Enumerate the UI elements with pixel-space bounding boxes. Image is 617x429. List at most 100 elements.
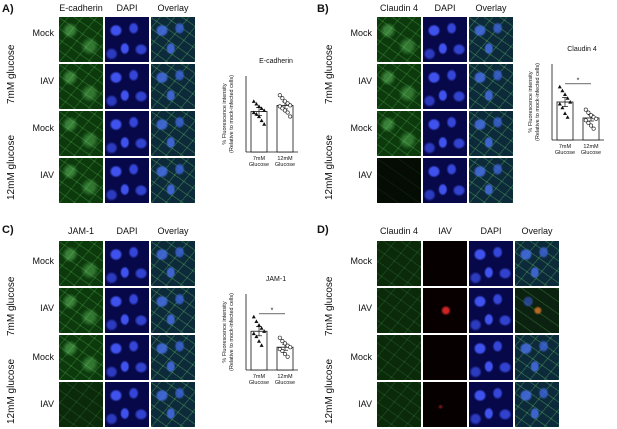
micrograph-tile bbox=[150, 381, 196, 428]
data-point bbox=[283, 352, 288, 357]
micrograph-tile bbox=[376, 334, 422, 381]
micrograph-tile bbox=[58, 16, 104, 63]
data-point bbox=[563, 92, 567, 96]
data-point bbox=[254, 334, 259, 339]
column-header: Overlay bbox=[157, 226, 189, 236]
data-point bbox=[589, 123, 594, 128]
micrograph-tile bbox=[422, 287, 468, 334]
data-point bbox=[262, 122, 267, 126]
micrograph-tile bbox=[422, 157, 468, 204]
column-header: E-cadherin bbox=[59, 3, 103, 13]
group-label: 12mM glucose bbox=[324, 358, 335, 424]
row-label: Mock bbox=[32, 256, 54, 266]
data-point bbox=[251, 314, 256, 319]
micrograph-tile bbox=[468, 287, 514, 334]
data-point bbox=[586, 120, 591, 125]
data-point bbox=[251, 110, 256, 115]
data-point bbox=[257, 104, 261, 108]
data-point bbox=[251, 99, 256, 103]
micrograph-tile bbox=[58, 287, 104, 334]
data-point bbox=[563, 111, 567, 115]
row-label: IAV bbox=[358, 76, 372, 86]
data-point bbox=[262, 108, 267, 113]
data-point bbox=[589, 113, 594, 118]
data-point bbox=[280, 96, 285, 101]
row-label: Mock bbox=[32, 28, 54, 38]
micrograph-tile bbox=[58, 334, 104, 381]
column-header: DAPI bbox=[480, 226, 502, 236]
x-tick-label: Glucose bbox=[581, 150, 601, 156]
data-point bbox=[591, 126, 596, 131]
column-header: DAPI bbox=[434, 3, 456, 13]
data-point bbox=[285, 110, 290, 115]
panel-letter: B) bbox=[317, 3, 329, 15]
column-header: Overlay bbox=[157, 3, 189, 13]
data-point bbox=[257, 114, 261, 119]
data-point bbox=[277, 93, 282, 98]
micrograph-tile bbox=[150, 63, 196, 110]
data-point bbox=[583, 118, 588, 123]
data-point bbox=[283, 108, 288, 113]
row-label: IAV bbox=[40, 170, 54, 180]
group-label: 7mM glucose bbox=[324, 44, 335, 104]
micrograph-tile bbox=[422, 16, 468, 63]
row-label: IAV bbox=[358, 303, 372, 313]
panel-letter: C) bbox=[2, 224, 14, 236]
micrograph-tile bbox=[468, 63, 514, 110]
x-tick-label: Glucose bbox=[555, 150, 575, 156]
chart-claudin-4: Claudin 4 % Fluorescence intensity (Relati… bbox=[528, 46, 604, 156]
micrograph-tile bbox=[104, 240, 150, 287]
significance-marker: * bbox=[271, 307, 274, 314]
micrograph-tile bbox=[376, 157, 422, 204]
micrograph-tile bbox=[104, 157, 150, 204]
x-tick-label: 12mM bbox=[277, 156, 293, 162]
data-point bbox=[568, 100, 573, 104]
micrograph-tile bbox=[104, 16, 150, 63]
data-point bbox=[283, 99, 288, 104]
significance-marker: * bbox=[577, 77, 580, 84]
y-axis-label: (Relative to mock-infected cells) bbox=[229, 75, 235, 153]
data-point bbox=[262, 329, 267, 333]
x-tick-label: Glucose bbox=[275, 380, 295, 386]
data-point bbox=[594, 116, 599, 121]
chart-e-cadherin: E-cadherin % Fluorescence intensity (Relat… bbox=[222, 58, 298, 168]
micrograph-tile bbox=[376, 287, 422, 334]
micrograph-tile bbox=[58, 381, 104, 428]
data-point bbox=[283, 341, 288, 346]
micrograph-tile bbox=[376, 240, 422, 287]
data-point bbox=[277, 347, 282, 352]
micrograph-tile bbox=[150, 157, 196, 204]
data-point bbox=[251, 331, 256, 336]
row-label: IAV bbox=[358, 399, 372, 409]
micrograph-tile bbox=[514, 381, 560, 428]
data-point bbox=[259, 118, 264, 123]
x-tick-label: 7mM bbox=[559, 144, 572, 150]
column-header: Claudin 4 bbox=[379, 226, 419, 236]
micrograph-tile bbox=[104, 63, 150, 110]
group-label: 7mM glucose bbox=[6, 276, 17, 336]
group-label: 12mM glucose bbox=[6, 358, 17, 424]
micrograph-tile bbox=[468, 334, 514, 381]
x-tick-label: Glucose bbox=[249, 162, 269, 168]
x-tick-label: 7mM bbox=[253, 374, 266, 380]
data-point bbox=[257, 323, 261, 327]
micrograph-tile bbox=[468, 381, 514, 428]
group-label: 7mM glucose bbox=[6, 44, 17, 104]
column-header: Overlay bbox=[475, 3, 507, 13]
column-header: DAPI bbox=[116, 226, 138, 236]
data-point bbox=[259, 106, 264, 111]
micrograph-tile bbox=[104, 287, 150, 334]
micrograph-tile bbox=[468, 110, 514, 157]
data-point bbox=[565, 115, 570, 119]
x-tick-label: 12mM bbox=[277, 374, 293, 380]
data-point bbox=[280, 339, 285, 344]
chart-title: E-cadherin bbox=[259, 58, 293, 65]
micrograph-tile bbox=[58, 157, 104, 204]
micrograph-tile bbox=[58, 110, 104, 157]
bar bbox=[556, 101, 574, 141]
panel-letter: A) bbox=[2, 3, 14, 15]
micrograph-tile bbox=[104, 381, 150, 428]
micrograph-tile bbox=[376, 110, 422, 157]
y-axis-label: % Fluorescence intensity bbox=[528, 71, 534, 132]
micrograph-tile bbox=[58, 240, 104, 287]
